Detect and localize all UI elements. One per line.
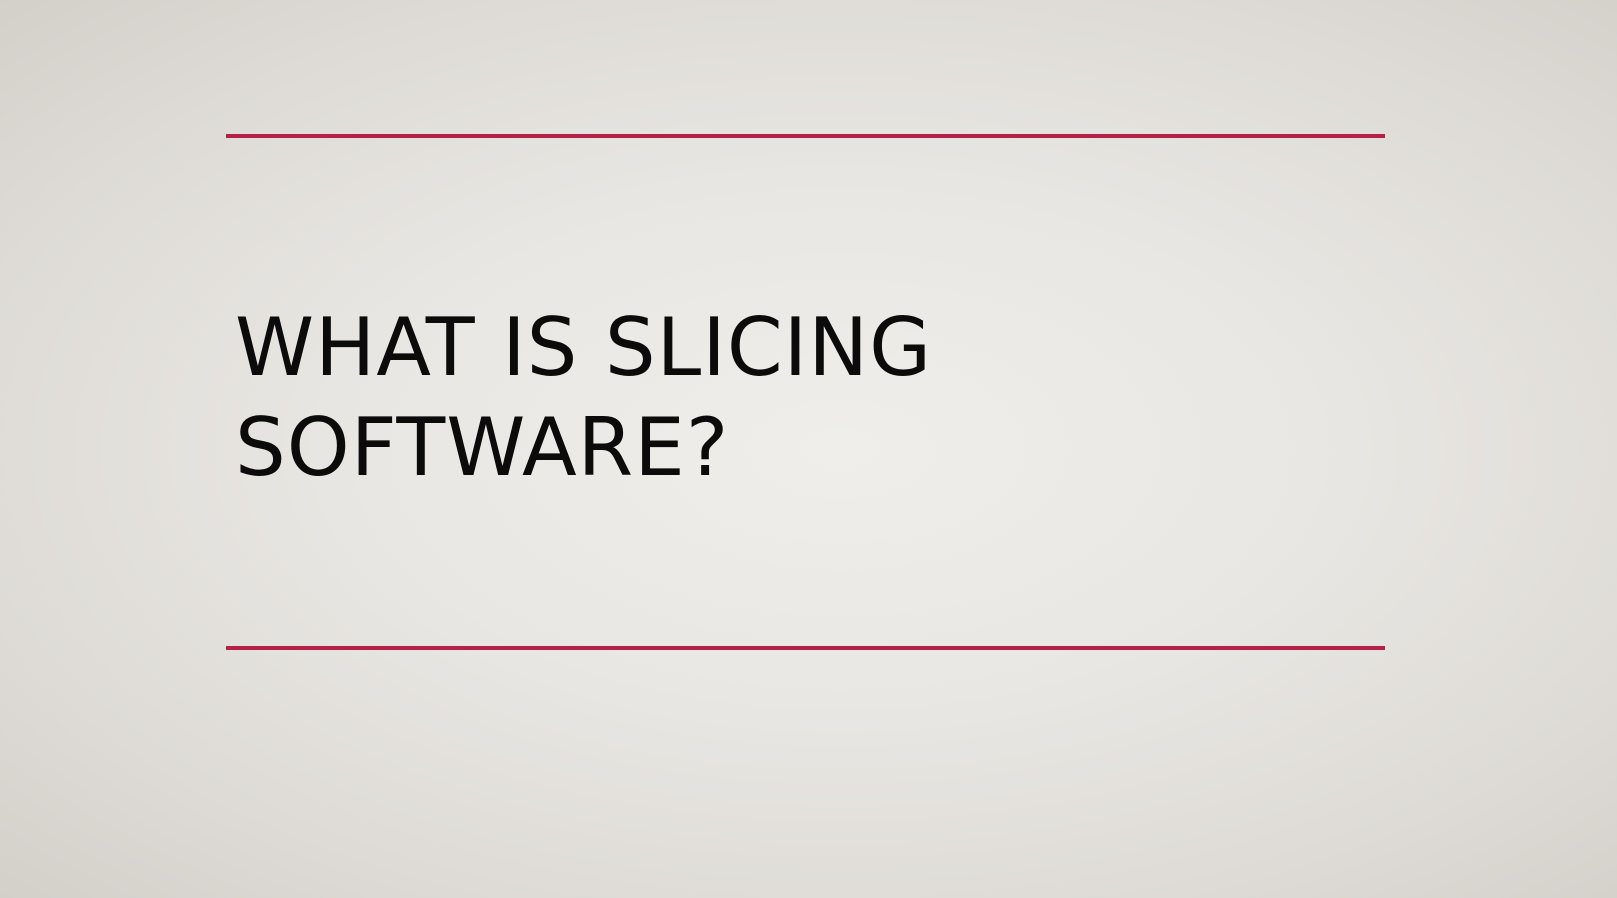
slide-title-line-2: SOFTWARE? [235, 401, 730, 494]
slide-title-line-1: WHAT IS SLICING [235, 301, 933, 394]
slide-title: WHAT IS SLICING SOFTWARE? [235, 298, 1335, 498]
bottom-accent-rule [226, 646, 1385, 650]
top-accent-rule [226, 134, 1385, 138]
